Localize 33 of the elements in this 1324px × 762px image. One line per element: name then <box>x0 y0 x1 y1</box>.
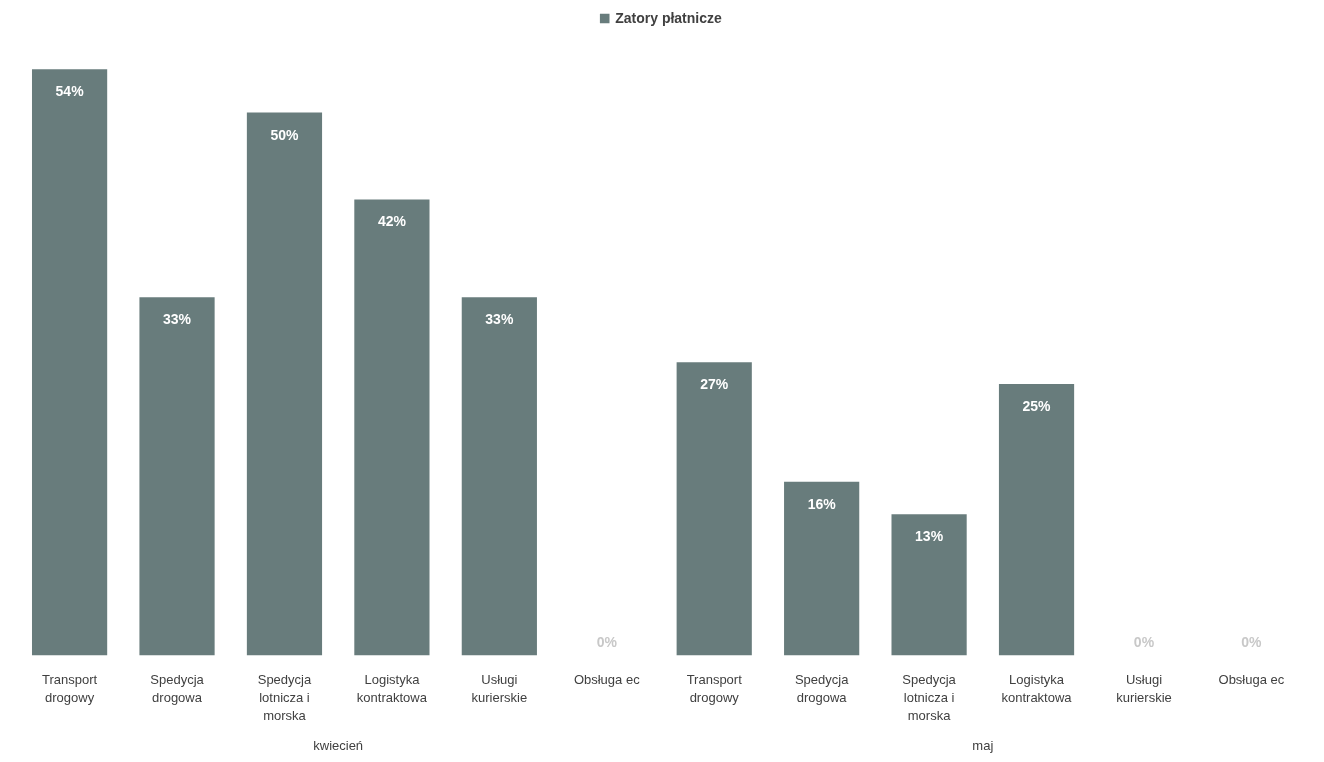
bar <box>891 514 967 656</box>
x-tick-label: Logistyka kontraktowa <box>1001 671 1073 705</box>
data-label: 13% <box>915 528 944 545</box>
data-label: 16% <box>807 495 837 512</box>
x-tick-label: Transport drogowy <box>686 671 743 705</box>
bar <box>31 69 108 656</box>
x-tick-label: Usługi kurierskie <box>471 671 528 705</box>
x-tick-label: Usługi kurierskie <box>1116 671 1172 705</box>
legend-label: Zatory płatnicze <box>615 10 722 26</box>
x-tick-label: Transport drogowy <box>42 671 98 705</box>
x-tick-label: Spedycja drogowa <box>150 671 205 705</box>
bar <box>354 199 430 656</box>
data-label: 33% <box>485 311 514 328</box>
data-label: 25% <box>1022 398 1052 415</box>
x-tick-label: Spedycja lotnicza i morska <box>902 671 957 723</box>
data-label: 54% <box>55 83 85 100</box>
data-label: 50% <box>270 126 300 143</box>
x-tick-label: Obsługa ec <box>1218 671 1285 687</box>
bar <box>676 362 752 656</box>
data-label: 42% <box>377 213 407 230</box>
bar <box>784 481 860 656</box>
x-tick-label: Spedycja lotnicza i morska <box>257 671 312 723</box>
data-label: 33% <box>163 311 192 328</box>
x-tick-label: Obsługa ec <box>573 671 641 687</box>
data-label: 27% <box>700 376 729 393</box>
text: kwiecień <box>313 737 364 753</box>
text: maj <box>972 737 994 753</box>
bar <box>139 297 215 656</box>
x-tick-label: Spedycja drogowa <box>794 671 850 705</box>
bar <box>246 112 323 656</box>
x-tick-label: Logistyka kontraktowa <box>356 671 428 705</box>
bar <box>461 297 537 656</box>
bar <box>998 384 1075 656</box>
